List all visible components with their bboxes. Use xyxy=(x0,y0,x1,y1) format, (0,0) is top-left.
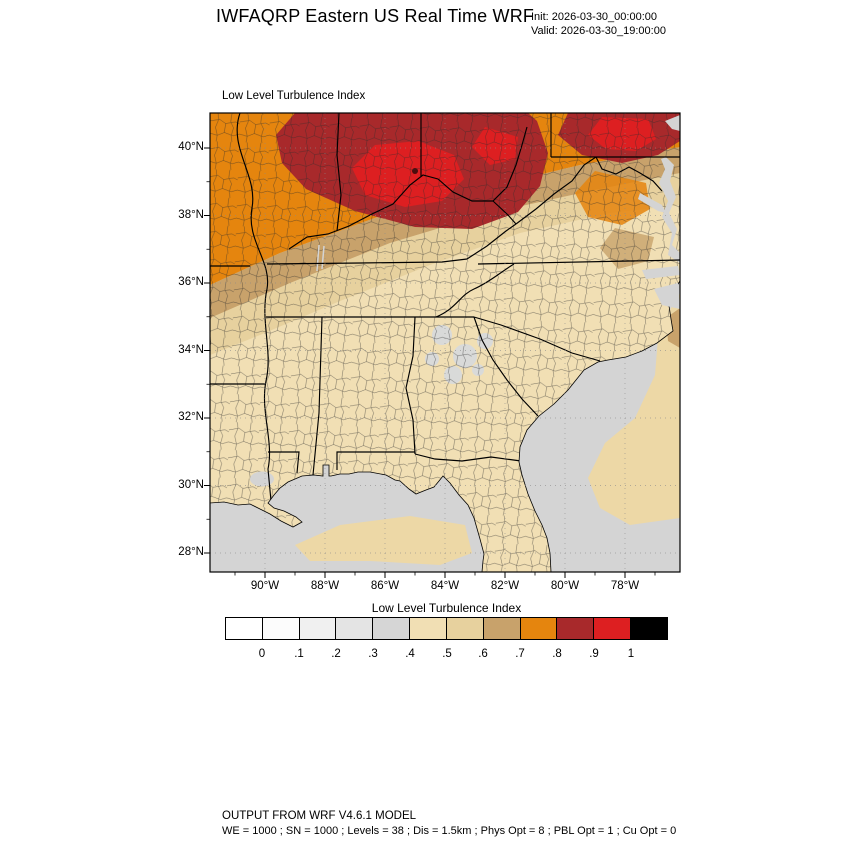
lon-tick-label: 80°W xyxy=(550,580,580,592)
lat-tick-label: 38°N xyxy=(178,209,204,221)
colorbar-box xyxy=(519,617,558,640)
colorbar-box xyxy=(593,617,632,640)
colorbar-box xyxy=(445,617,484,640)
colorbar-tick-label: .9 xyxy=(589,648,599,660)
lat-tick-label: 34°N xyxy=(178,344,204,356)
graticule-layer xyxy=(210,113,680,572)
lat-tick-label: 36°N xyxy=(178,276,204,288)
colorbar-tick-label: .6 xyxy=(478,648,488,660)
colorbar-box xyxy=(556,617,595,640)
lon-tick-label: 88°W xyxy=(310,580,340,592)
lat-tick-label: 40°N xyxy=(178,141,204,153)
state-borders-layer xyxy=(210,113,680,502)
lat-tick-label: 32°N xyxy=(178,411,204,423)
lon-tick-label: 78°W xyxy=(610,580,640,592)
colorbar xyxy=(225,617,668,640)
bays-layer xyxy=(250,115,680,487)
colorbar-box xyxy=(372,617,411,640)
colorbar-tick-label: .4 xyxy=(405,648,415,660)
colorbar-tick-label: .3 xyxy=(368,648,378,660)
colorbar-title: Low Level Turbulence Index xyxy=(371,601,522,615)
colorbar-tick-label: .5 xyxy=(442,648,452,660)
lon-tick-label: 86°W xyxy=(370,580,400,592)
colorbar-tick-label: .7 xyxy=(515,648,525,660)
colorbar-box xyxy=(630,617,668,640)
colorbar-tick-label: .8 xyxy=(552,648,562,660)
init-time-label: Init: 2026-03-30_00:00:00 xyxy=(531,11,657,23)
field-title: Low Level Turbulence Index xyxy=(222,90,366,102)
model-config-line: WE = 1000 ; SN = 1000 ; Levels = 38 ; Di… xyxy=(222,825,677,837)
colorbar-tick-label: 0 xyxy=(258,648,266,660)
colorbar-box xyxy=(409,617,447,640)
model-output-line: OUTPUT FROM WRF V4.6.1 MODEL xyxy=(222,810,417,822)
init-valid-block: Init: 2026-03-30_00:00:00 Valid: 2026-03… xyxy=(531,10,666,38)
colorbar-tick-label: 1 xyxy=(627,648,635,660)
lon-tick-label: 84°W xyxy=(430,580,460,592)
colorbar-tick-label: .2 xyxy=(331,648,341,660)
lon-tick-label: 82°W xyxy=(490,580,520,592)
lat-tick-label: 28°N xyxy=(178,546,204,558)
colorbar-box xyxy=(335,617,374,640)
lon-tick-label: 90°W xyxy=(250,580,280,592)
colorbar-box xyxy=(482,617,521,640)
map-frame xyxy=(209,112,681,573)
colorbar-box xyxy=(261,617,300,640)
axis-ticks xyxy=(204,147,656,578)
turbulence-map xyxy=(204,112,681,578)
lat-tick-label: 30°N xyxy=(178,479,204,491)
colorbar-box xyxy=(225,617,263,640)
colorbar-box xyxy=(298,617,337,640)
plot-title: IWFAQRP Eastern US Real Time WRF xyxy=(216,6,535,26)
colorbar-tick-label: .1 xyxy=(294,648,304,660)
valid-time-label: Valid: 2026-03-30_19:00:00 xyxy=(531,25,666,37)
